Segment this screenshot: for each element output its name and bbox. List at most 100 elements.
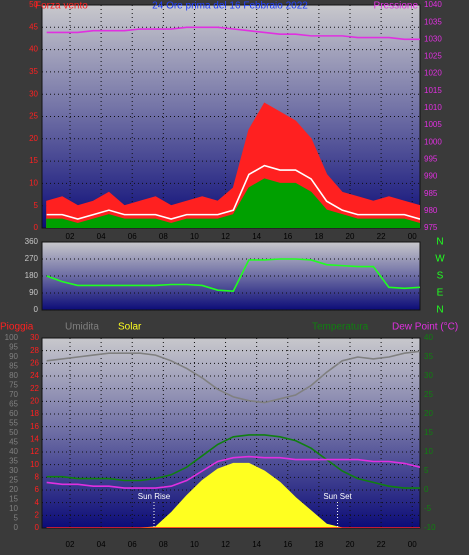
y-tick-label: 180 [25, 271, 39, 280]
y-tick-label: 45 [9, 438, 18, 447]
y-tick-label: 0 [14, 523, 19, 532]
series-line [46, 258, 420, 292]
y2-tick-label: 5 [424, 466, 429, 475]
annotation-text: Sun Rise [138, 492, 171, 501]
x-tick-label: 12 [221, 232, 230, 241]
y-tick-label: 45 [29, 22, 38, 31]
y-tick-label: 25 [29, 112, 38, 121]
series-area [46, 102, 420, 228]
x-tick-label: 14 [252, 540, 261, 549]
y2-tick-label: 1010 [424, 103, 442, 112]
x-tick-label: 18 [314, 540, 323, 549]
x-tick-label: 14 [252, 232, 261, 241]
y3-tick-label: 4 [35, 498, 40, 507]
y-tick-label: 75 [9, 381, 18, 390]
y-tick-label: 30 [9, 466, 18, 475]
x-tick-label: 10 [190, 232, 199, 241]
legend-label: Solar [118, 322, 142, 333]
y-tick-label: 15 [29, 156, 38, 165]
x-tick-label: 04 [97, 232, 106, 241]
series-line [46, 350, 420, 404]
series-line [46, 455, 420, 489]
y2-tick-label: -5 [424, 504, 432, 513]
x-tick-label: 08 [159, 540, 168, 549]
series-area [46, 178, 420, 228]
y-tick-label: 20 [9, 485, 18, 494]
y2-tick-label: 25 [424, 390, 433, 399]
y-tick-label: 95 [9, 343, 18, 352]
x-tick-label: 22 [377, 540, 386, 549]
y2-tick-label: 0 [424, 485, 429, 494]
y3-tick-label: 6 [35, 485, 40, 494]
y-tick-label: 10 [9, 504, 18, 513]
series-area [46, 462, 420, 528]
x-tick-label: 22 [377, 232, 386, 241]
legend-label: Pioggia [0, 322, 34, 333]
x-tick-label: 02 [66, 232, 75, 241]
y-tick-label: 80 [9, 371, 18, 380]
x-tick-label: 06 [128, 540, 137, 549]
y2-tick-label: 15 [424, 428, 433, 437]
y-tick-label: 50 [9, 428, 18, 437]
x-tick-label: 16 [283, 540, 292, 549]
y2-tick-label: 1000 [424, 137, 442, 146]
y-tick-label: 65 [9, 400, 18, 409]
y-tick-label: 35 [9, 457, 18, 466]
legend-label: Forza vento [35, 1, 88, 12]
x-tick-label: 00 [408, 232, 417, 241]
y2-tick-label: S [437, 271, 444, 282]
y3-tick-label: 0 [35, 523, 40, 532]
y3-tick-label: 20 [30, 396, 39, 405]
x-tick-label: 08 [159, 232, 168, 241]
y3-tick-label: 16 [30, 422, 39, 431]
y-tick-label: 270 [25, 254, 39, 263]
x-tick-label: 16 [283, 232, 292, 241]
legend-label: Umidita [65, 322, 99, 333]
series-line [46, 164, 420, 220]
x-tick-label: 06 [128, 232, 137, 241]
y-tick-label: 85 [9, 362, 18, 371]
y-tick-label: 55 [9, 419, 18, 428]
y3-tick-label: 26 [30, 358, 39, 367]
x-tick-label: 20 [346, 232, 355, 241]
y-tick-label: 0 [34, 223, 39, 232]
y2-tick-label: 1025 [424, 52, 442, 61]
y-tick-label: 360 [25, 237, 39, 246]
legend-label: Dew Point (°C) [392, 322, 458, 333]
y2-tick-label: 1020 [424, 69, 442, 78]
y-tick-label: 5 [34, 201, 39, 210]
x-tick-label: 10 [190, 540, 199, 549]
y2-tick-label: 980 [424, 206, 438, 215]
x-tick-label: 12 [221, 540, 230, 549]
y2-tick-label: -10 [424, 523, 436, 532]
x-tick-label: 00 [408, 540, 417, 549]
chart-title: 24 Ore prima del 16 Febbraio 2022 [152, 1, 308, 12]
y2-tick-label: 975 [424, 223, 438, 232]
y-tick-label: 10 [29, 179, 38, 188]
y2-tick-label: 1035 [424, 17, 442, 26]
x-tick-label: 04 [97, 540, 106, 549]
y2-tick-label: N [436, 237, 443, 248]
y3-tick-label: 8 [35, 472, 40, 481]
y3-tick-label: 10 [30, 460, 39, 469]
y2-tick-label: 35 [424, 352, 433, 361]
y2-tick-label: 1015 [424, 86, 442, 95]
y-tick-label: 25 [9, 476, 18, 485]
y2-tick-label: 995 [424, 154, 438, 163]
y-tick-label: 50 [29, 0, 38, 9]
y2-tick-label: 10 [424, 447, 433, 456]
y2-tick-label: N [436, 305, 443, 316]
y-tick-label: 70 [9, 390, 18, 399]
y3-tick-label: 2 [35, 510, 40, 519]
y-tick-label: 30 [29, 89, 38, 98]
x-tick-label: 02 [66, 540, 75, 549]
y2-tick-label: 985 [424, 189, 438, 198]
y2-tick-label: E [437, 288, 444, 299]
y-tick-label: 0 [34, 305, 39, 314]
y-tick-label: 40 [29, 45, 38, 54]
y-tick-label: 90 [29, 288, 38, 297]
legend-label: Pressione [374, 1, 419, 12]
y2-tick-label: 20 [424, 409, 433, 418]
y-tick-label: 5 [14, 514, 19, 523]
